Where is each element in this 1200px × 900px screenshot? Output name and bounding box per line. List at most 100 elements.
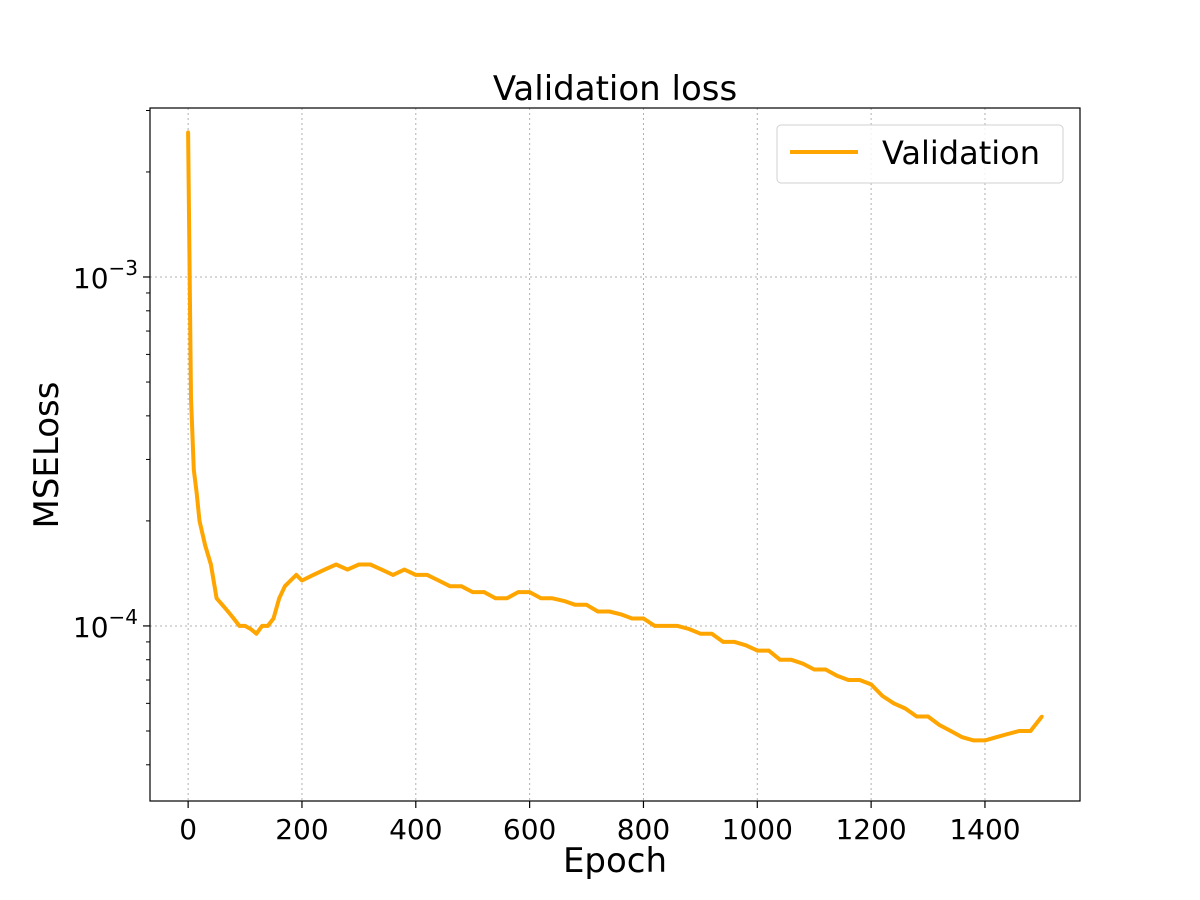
data-point — [322, 567, 327, 572]
data-point — [283, 584, 287, 588]
data-point — [243, 624, 247, 628]
data-point — [266, 624, 270, 628]
data-point — [675, 624, 680, 628]
x-axis-ticks: 0 200 400 600 800 1000 1200 1400 — [179, 801, 1021, 846]
data-point — [550, 596, 555, 601]
data-point — [766, 648, 771, 653]
data-point — [778, 658, 782, 662]
data-point — [721, 640, 725, 644]
plot-frame — [149, 107, 1081, 802]
data-point — [584, 603, 589, 607]
data-point — [209, 562, 213, 567]
data-point — [414, 573, 418, 577]
data-point — [812, 667, 816, 672]
x-tick-label: 200 — [275, 813, 328, 846]
data-point — [732, 640, 737, 644]
data-point — [470, 590, 475, 594]
data-point — [357, 562, 361, 567]
data-point — [903, 706, 908, 711]
x-tick-label: 1400 — [949, 813, 1020, 846]
data-point — [880, 694, 885, 698]
data-point — [653, 624, 657, 628]
data-point — [618, 612, 623, 617]
data-point — [203, 543, 207, 548]
data-point — [277, 596, 282, 601]
data-point — [641, 616, 646, 621]
data-point — [197, 519, 202, 523]
data-point — [983, 738, 987, 743]
data-point — [710, 631, 714, 636]
data-point — [687, 627, 691, 631]
data-point — [562, 599, 566, 603]
data-point — [869, 682, 873, 687]
data-point — [1040, 714, 1044, 719]
data-point — [789, 658, 794, 662]
data-point — [231, 616, 236, 621]
data-point — [459, 584, 464, 588]
x-tick-label: 800 — [617, 813, 670, 846]
data-point — [248, 627, 253, 631]
data-point — [436, 578, 441, 583]
data-point — [214, 596, 219, 601]
series-layer — [186, 130, 1044, 743]
data-point — [630, 616, 634, 621]
chart-title: Validation loss — [493, 69, 737, 109]
data-point — [755, 648, 760, 653]
data-point — [271, 616, 276, 621]
legend-box — [776, 124, 1064, 184]
data-point — [189, 396, 193, 400]
data-point — [192, 468, 196, 472]
data-point — [516, 590, 520, 594]
data-point — [493, 596, 498, 601]
legend-label-validation: Validation — [882, 134, 1040, 172]
data-point — [226, 609, 230, 614]
data-point — [926, 714, 930, 719]
data-point — [194, 491, 199, 496]
data-point — [379, 567, 384, 572]
y-tick-label: 10−3 — [73, 256, 138, 295]
data-point — [448, 584, 452, 588]
data-point — [846, 678, 851, 682]
data-point — [311, 573, 316, 577]
grid — [150, 108, 1080, 801]
data-point — [1017, 729, 1021, 733]
data-point — [801, 661, 805, 666]
y-axis-ticks: 10−3 10−4 — [73, 110, 150, 766]
data-point — [482, 590, 486, 594]
data-point — [539, 596, 543, 601]
data-point — [914, 714, 919, 719]
data-point — [237, 624, 242, 628]
data-point — [220, 603, 225, 607]
y-tick-label: 10−4 — [73, 605, 138, 644]
data-point — [664, 624, 668, 628]
data-point — [300, 578, 304, 583]
x-tick-label: 600 — [503, 813, 556, 846]
data-point — [527, 590, 532, 594]
data-point — [835, 673, 839, 678]
data-point — [402, 567, 407, 572]
data-point — [368, 562, 373, 567]
data-point — [186, 130, 190, 134]
data-point — [288, 578, 293, 583]
y-axis-label: MSELoss — [27, 382, 67, 529]
x-tick-label: 1000 — [722, 813, 793, 846]
x-axis-label: Epoch — [563, 841, 667, 881]
data-point — [744, 643, 748, 648]
data-point — [345, 567, 350, 572]
x-tick-label: 1200 — [835, 813, 906, 846]
x-tick-label: 0 — [179, 813, 197, 846]
data-point — [505, 596, 509, 601]
data-point — [254, 631, 259, 636]
x-tick-label: 400 — [389, 813, 442, 846]
data-point — [994, 735, 999, 739]
data-point — [960, 735, 964, 739]
data-point — [391, 573, 395, 577]
data-point — [1028, 729, 1033, 733]
legend: Validation — [776, 124, 1064, 184]
data-point — [937, 723, 942, 727]
data-point — [425, 573, 430, 577]
data-point — [573, 603, 577, 607]
data-point — [607, 609, 612, 614]
data-point — [971, 738, 976, 743]
